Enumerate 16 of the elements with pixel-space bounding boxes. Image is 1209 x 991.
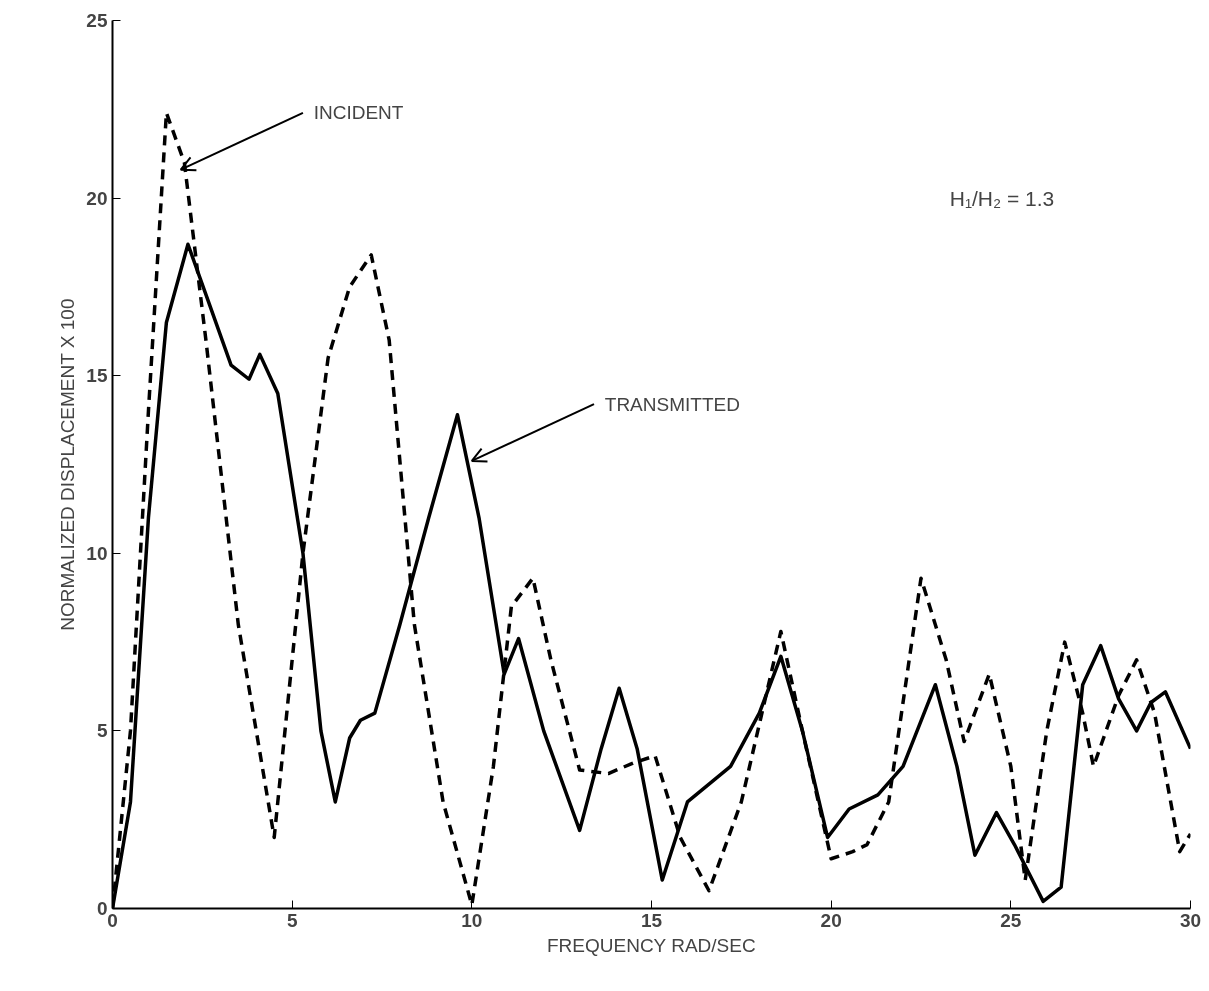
y-axis-title: NORMALIZED DISPLACEMENT X 100 bbox=[57, 298, 79, 631]
annotation: INCIDENT bbox=[313, 102, 404, 124]
y-tick-label: 25 bbox=[86, 10, 108, 31]
y-tick-label: 5 bbox=[96, 720, 108, 742]
y-tick-label: 20 bbox=[86, 187, 108, 209]
annotation: H₁/H₂ = 1.3 bbox=[949, 186, 1055, 210]
x-tick-label: 30 bbox=[1179, 909, 1202, 931]
y-tick-label: 15 bbox=[86, 365, 108, 387]
x-tick-label: 10 bbox=[461, 909, 483, 931]
x-tick-label: 5 bbox=[286, 909, 298, 931]
x-tick-label: 25 bbox=[1000, 909, 1022, 931]
x-axis-title: FREQUENCY RAD/SEC bbox=[546, 934, 756, 956]
y-tick-label: 10 bbox=[86, 542, 108, 564]
x-tick-label: 15 bbox=[640, 909, 663, 931]
annotation: TRANSMITTED bbox=[604, 393, 740, 415]
x-tick-label: 20 bbox=[820, 909, 842, 931]
